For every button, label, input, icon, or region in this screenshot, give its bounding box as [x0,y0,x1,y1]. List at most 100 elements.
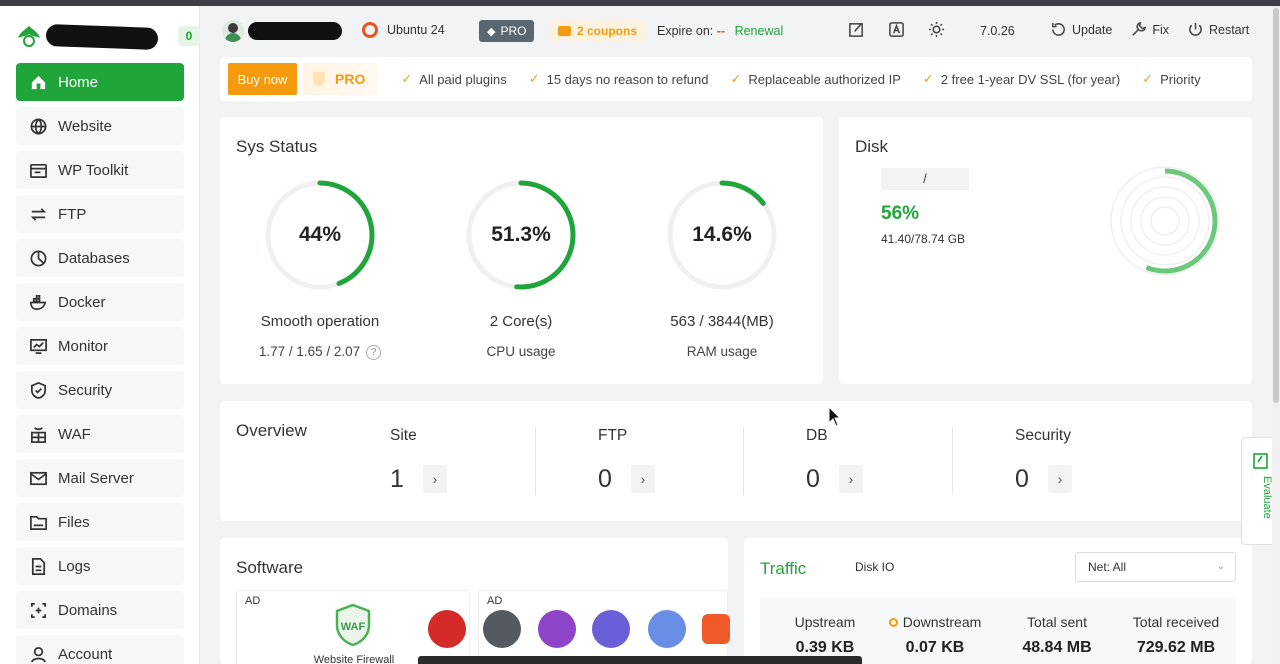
scrollbar[interactable] [1272,6,1280,664]
disk-size: 41.40/78.74 GB [881,232,966,246]
ad-tag: AD [245,595,261,607]
traffic-stat-label: Total received [1132,614,1220,630]
expire-label: Expire on: [657,24,714,38]
help-icon[interactable]: ? [366,344,382,360]
disk-usage-ring[interactable] [1109,165,1221,277]
sys-status-title: Sys Status [236,137,318,156]
terminal-icon[interactable] [483,610,521,648]
gauge-sub: 1.77 / 1.65 / 2.07? [220,344,420,360]
brave-browser-icon[interactable] [702,614,730,644]
overview-label: Site [390,427,417,444]
docker-icon [28,292,48,312]
fix-label: Fix [1152,22,1169,37]
coupons-badge[interactable]: 2 coupons [550,20,646,42]
avatar [222,20,244,42]
translate-icon[interactable] [888,21,906,39]
restart-button[interactable]: Restart [1187,21,1249,38]
sidebar-item-monitor[interactable]: Monitor [16,327,184,365]
sidebar-item-databases[interactable]: Databases [16,239,184,277]
transfer-icon [28,204,48,224]
update-button[interactable]: Update [1050,21,1112,38]
sidebar-item-domains[interactable]: Domains [16,591,184,629]
browser-globe-icon[interactable] [592,610,630,648]
sidebar-item-label: Files [58,513,90,531]
cloud-app-icon[interactable] [648,610,686,648]
sidebar-item-mail-server[interactable]: Mail Server [16,459,184,497]
gauge-sub-text: CPU usage [486,344,556,359]
sidebar-item-account[interactable]: Account [16,635,184,664]
sidebar-item-label: WP Toolkit [58,161,129,179]
traffic-stat-value: 0.07 KB [905,639,965,656]
gauge-arc [667,180,777,290]
divider [535,427,536,495]
check-icon: ✓ [730,71,742,86]
brand[interactable]: 0 [16,20,200,52]
gauge-2[interactable]: 14.6% [662,175,782,295]
waf-ad-box[interactable]: AD WAF Website Firewall [236,590,470,664]
log-icon [28,556,48,576]
disk-card: Disk / 56% 41.40/78.74 GB [839,117,1252,384]
edit-icon[interactable] [848,21,866,39]
check-icon: ✓ [1142,71,1154,86]
overview-label: FTP [598,427,628,444]
app-icon-red[interactable] [428,610,466,648]
sidebar-item-logs[interactable]: Logs [16,547,184,585]
feature-list: ✓ All paid plugins ✓ 15 days no reason to r… [379,71,1200,87]
gauge-sub: RAM usage [622,344,822,359]
redacted-username [248,22,342,40]
waf-shield-title: WAF [341,621,366,633]
sidebar-item-wp-toolkit[interactable]: WP Toolkit [16,151,184,189]
bottom-overlay-bar [418,656,862,664]
power-icon [1189,22,1202,36]
traffic-stat-value: 729.62 MB [1136,639,1216,656]
overview-db: DB 0 › [806,427,1006,493]
pro-label: PRO [303,63,380,95]
sidebar-item-website[interactable]: Website [16,107,184,145]
user-info[interactable] [222,20,342,42]
chevron-right-icon[interactable]: › [1048,465,1072,493]
overview-card: Overview Site 1 › FTP 0 › DB 0 › Security 0 › [220,401,1252,521]
sidebar-item-docker[interactable]: Docker [16,283,184,321]
traffic-stat-label: Total sent [1027,614,1087,630]
update-label: Update [1072,22,1113,37]
chevron-right-icon[interactable]: › [631,465,655,493]
header-actions: Update Fix Restart [1050,21,1267,38]
chevron-right-icon[interactable]: › [423,465,447,493]
pro-banner: Buy now PRO ✓ All paid plugins ✓ 15 days no… [220,57,1252,101]
sidebar-item-files[interactable]: Files [16,503,184,541]
notification-badge[interactable]: 0 [178,26,200,46]
buy-now-button[interactable]: Buy now [228,63,297,95]
gauge-value: 51.3% [491,223,551,246]
gauge-sub: CPU usage [421,344,621,359]
network-select[interactable]: Net: All ⌄ [1075,552,1236,582]
sidebar-item-waf[interactable]: WAF [16,415,184,453]
pro-badge[interactable]: ◆ PRO [479,20,535,42]
theme-icon[interactable] [928,21,946,39]
overview-count: 1 [390,465,404,493]
domain-icon [28,600,48,620]
sidebar-item-security[interactable]: Security [16,371,184,409]
tab-disk-io[interactable]: Disk IO [855,560,895,574]
chat-app-icon[interactable] [538,610,576,648]
scrollbar-thumb[interactable] [1273,8,1279,403]
renewal-link[interactable]: Renewal [734,24,784,38]
sidebar-item-home[interactable]: Home [16,63,184,101]
chevron-right-icon[interactable]: › [839,465,863,493]
network-select-value: Net: All [1088,560,1127,574]
gauge-value: 44% [298,223,342,246]
sidebar-item-ftp[interactable]: FTP [16,195,184,233]
sidebar-item-label: WAF [58,425,91,443]
waf-shield-icon: WAF [335,603,371,647]
check-icon: ✓ [401,71,413,86]
database-icon [28,248,48,268]
waf-caption: Website Firewall [313,654,395,664]
gauge-0[interactable]: 44% [260,175,380,295]
fix-button[interactable]: Fix [1130,21,1169,38]
gauge-1[interactable]: 51.3% [461,175,581,295]
logo-icon [18,26,40,47]
traffic-stat: Upstream 0.39 KB [765,614,885,657]
ad-tag: AD [487,595,503,607]
mail-icon [28,468,48,488]
disk-ring-track [1120,176,1210,266]
tab-traffic[interactable]: Traffic [760,559,807,578]
